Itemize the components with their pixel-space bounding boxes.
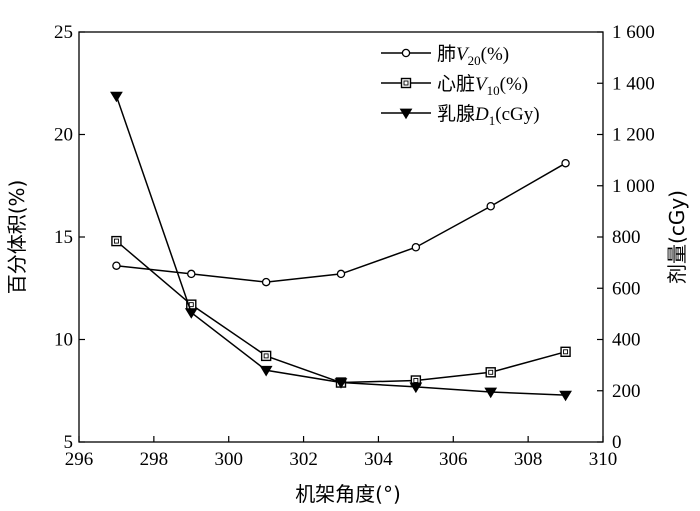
left-y-tick-label: 20 [54,125,73,146]
right-y-tick-label: 1 000 [612,176,655,197]
x-tick-label: 296 [65,449,94,470]
x-axis-ticks: 296 298 300 302 304 306 308 310 [65,436,618,470]
legend-marker [400,77,412,89]
series-layer [110,91,572,402]
left-y-tick-label: 5 [64,432,74,453]
series-2 [111,235,571,388]
data-point [259,365,273,377]
legend-marker-inner [403,80,409,86]
series-line [115,240,566,384]
series-line [116,162,566,283]
data-point [110,91,123,103]
x-tick-label: 298 [140,449,169,470]
data-point-inner [113,238,119,244]
data-point [184,308,198,319]
x-tick-label: 306 [439,449,468,470]
series-1 [112,158,570,287]
data-point [111,235,122,247]
right-y-tick-label: 1 400 [612,73,655,94]
data-point-inner [563,349,569,355]
data-point [486,201,495,211]
legend-item: 心脏V10(%) [381,73,528,98]
data-point-inner [488,369,494,375]
right-y-tick-label: 1 200 [612,125,655,146]
data-point [261,277,271,287]
data-point [187,269,196,279]
legend-marker [401,48,411,58]
data-point [411,242,421,252]
legend-item: 肺V20(%) [381,43,509,68]
data-point [260,350,272,362]
legend-item: 乳腺D1(cGy) [381,103,540,128]
x-tick-label: 304 [364,449,393,470]
data-point [334,378,348,389]
right-y-axis-title: 剂量(cGy) [665,190,689,284]
right-y-axis-ticks: 0 200 400 600 800 1 000 1 200 1 400 1 600 [597,22,655,453]
series-line [115,95,566,396]
data-point [409,382,423,394]
right-y-tick-label: 600 [612,278,641,299]
legend-label: 心脏V10(%) [437,73,528,98]
legend-label: 乳腺D1(cGy) [437,103,540,128]
data-point [484,387,498,399]
x-axis-title: 机架角度(°) [295,482,401,506]
left-y-tick-label: 10 [54,330,73,351]
right-y-tick-label: 1 600 [612,22,655,43]
left-y-tick-label: 25 [54,22,73,43]
data-point-inner [263,353,269,359]
data-point [561,158,570,168]
right-y-tick-label: 800 [612,227,641,248]
data-point [485,367,496,378]
x-tick-label: 308 [514,449,543,470]
data-point [336,269,346,279]
right-y-tick-label: 400 [612,330,641,351]
x-tick-label: 300 [214,449,243,470]
data-point [112,261,121,270]
x-tick-label: 302 [289,449,318,470]
data-point [560,346,571,357]
x-tick-label: 310 [589,449,618,470]
legend-label: 肺V20(%) [437,43,509,68]
data-point-inner [413,378,419,383]
left-y-axis-ticks: 5 10 15 20 25 [54,22,85,453]
legend-marker [399,108,413,120]
right-y-tick-label: 0 [612,432,622,453]
data-point [559,390,572,402]
legend: 肺V20(%) 心脏V10(%) 乳腺D1(cGy) [381,43,540,128]
left-y-axis-title: 百分体积(%) [5,180,29,295]
left-y-tick-label: 15 [54,227,73,248]
right-y-tick-label: 200 [612,381,641,402]
series-3 [110,91,572,402]
